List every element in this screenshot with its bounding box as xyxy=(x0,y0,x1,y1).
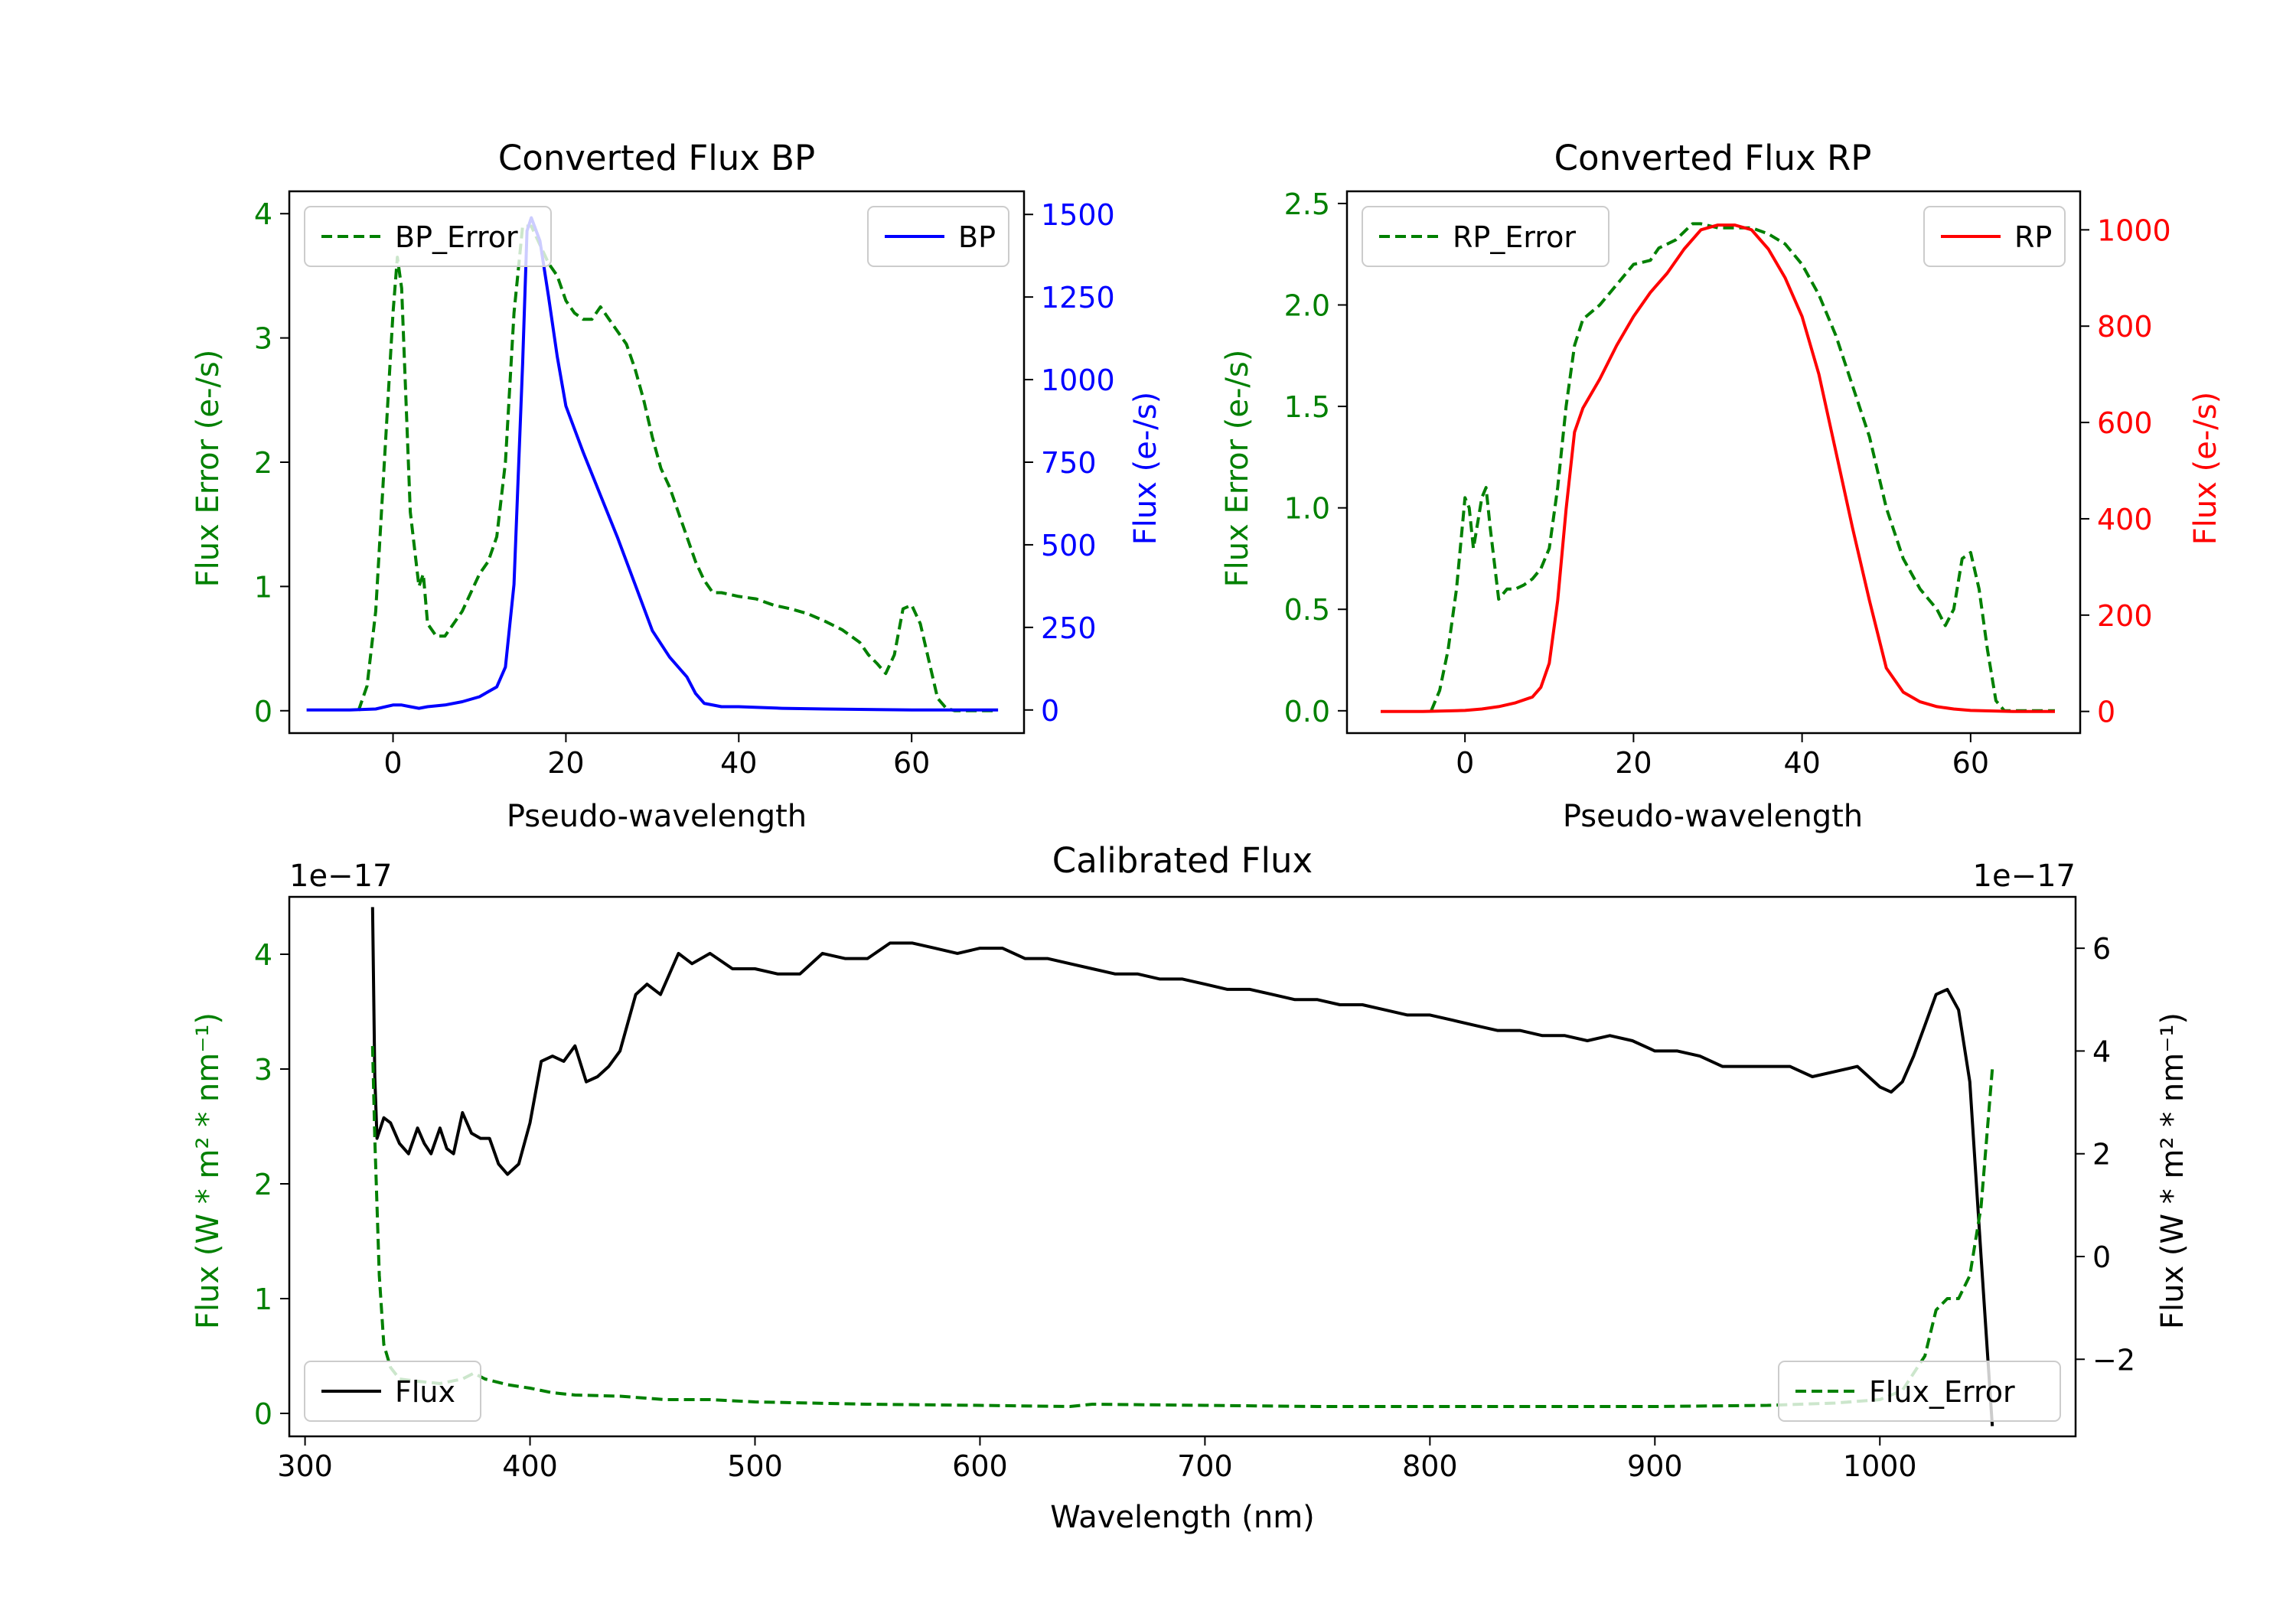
calibrated-right-ylabel: Flux (W * m² * nm⁻¹) xyxy=(2155,1012,2190,1329)
legend-box xyxy=(304,206,552,267)
legend-box xyxy=(304,1361,481,1422)
calibrated-left-y-tick-label: 3 xyxy=(254,1053,272,1087)
calibrated-x-tick-label: 700 xyxy=(1177,1449,1233,1483)
rp-series-rp-error-line xyxy=(1430,222,2055,712)
calibrated-right-y-tick-label: 6 xyxy=(2092,932,2111,966)
rp-left-y-tick-label: 0.0 xyxy=(1284,695,1330,729)
rp-legend-rp-error: RP_Error xyxy=(1362,206,1609,267)
calibrated-x-tick-label: 800 xyxy=(1402,1449,1458,1483)
bp-x-tick-label: 40 xyxy=(720,746,757,780)
bp-panel: Converted Flux BP Pseudo-wavelength Flux… xyxy=(191,138,1163,834)
rp-series-rp-line xyxy=(1381,223,2055,713)
calibrated-x-tick-label: 400 xyxy=(502,1449,558,1483)
calibrated-x-tick-label: 900 xyxy=(1627,1449,1683,1483)
legend-label: BP xyxy=(958,220,996,254)
rp-left-y-tick-label: 1.0 xyxy=(1284,492,1330,526)
bp-left-y-tick-label: 0 xyxy=(254,695,272,729)
rp-panel: Converted Flux RP Pseudo-wavelength Flux… xyxy=(1220,138,2223,834)
legend-label: Flux_Error xyxy=(1869,1375,2015,1409)
rp-left-ylabel: Flux Error (e-/s) xyxy=(1220,350,1255,588)
calibrated-left-y-tick-label: 0 xyxy=(254,1397,272,1431)
rp-right-y-tick-label: 600 xyxy=(2097,406,2153,440)
rp-plot-frame xyxy=(1345,190,2082,735)
rp-xlabel: Pseudo-wavelength xyxy=(1563,799,1863,834)
legend-label: RP_Error xyxy=(1453,220,1576,254)
rp-right-y-tick-label: 1000 xyxy=(2097,214,2171,247)
calibrated-left-y-tick-label: 4 xyxy=(254,938,272,972)
bp-x-tick-label: 20 xyxy=(547,746,584,780)
bp-left-y-tick-label: 3 xyxy=(254,322,272,356)
rp-left-y-tick-label: 1.5 xyxy=(1284,390,1330,424)
rp-title: Converted Flux RP xyxy=(1554,138,1872,178)
legend-box xyxy=(1778,1361,2061,1422)
rp-left-y-tick-label: 0.5 xyxy=(1284,593,1330,627)
rp-right-y-tick-label: 200 xyxy=(2097,599,2153,633)
bp-right-y-tick-label: 0 xyxy=(1041,694,1059,728)
calibrated-x-tick-label: 300 xyxy=(277,1449,333,1483)
rp-legend-rp: RP xyxy=(1923,206,2066,267)
bp-right-y-tick-label: 1500 xyxy=(1041,198,1115,232)
rp-x-tick-label: 40 xyxy=(1783,746,1820,780)
rp-x-tick-label: 20 xyxy=(1615,746,1652,780)
calibrated-x-tick-label: 500 xyxy=(727,1449,783,1483)
calibrated-left-y-tick-label: 1 xyxy=(254,1283,272,1316)
rp-x-tick-label: 0 xyxy=(1456,746,1474,780)
calibrated-right-y-tick-label: 2 xyxy=(2092,1138,2111,1172)
bp-left-y-tick-label: 4 xyxy=(254,197,272,231)
bp-legend-bp: BP xyxy=(867,206,1009,267)
bp-right-y-tick-label: 1250 xyxy=(1041,281,1115,315)
legend-label: BP_Error xyxy=(395,220,518,254)
legend-label: Flux xyxy=(395,1375,455,1409)
calibrated-legend-flux-error: Flux_Error xyxy=(1778,1361,2061,1422)
calibrated-xlabel: Wavelength (nm) xyxy=(1050,1500,1315,1535)
rp-right-y-tick-label: 0 xyxy=(2097,696,2115,729)
calibrated-right-y-tick-label: −2 xyxy=(2092,1343,2135,1377)
calibrated-x-tick-label: 1000 xyxy=(1843,1449,1917,1483)
bp-series-bp-line xyxy=(306,216,999,712)
rp-right-y-tick-label: 800 xyxy=(2097,310,2153,344)
rp-right-y-tick-label: 400 xyxy=(2097,503,2153,536)
rp-left-y-tick-label: 2.5 xyxy=(1284,187,1330,221)
legend-box xyxy=(1362,206,1609,267)
rp-left-y-tick-label: 2.0 xyxy=(1284,288,1330,322)
calibrated-left-ylabel: Flux (W * m² * nm⁻¹) xyxy=(191,1012,226,1329)
bp-right-y-tick-label: 500 xyxy=(1041,529,1097,562)
bp-x-tick-label: 0 xyxy=(383,746,402,780)
calibrated-left-y-tick-label: 2 xyxy=(254,1168,272,1201)
calibrated-panel: Calibrated Flux Wavelength (nm) 1e−17 1e… xyxy=(191,840,2190,1535)
calibrated-plot-frame xyxy=(288,895,2077,1438)
bp-title: Converted Flux BP xyxy=(498,138,815,178)
bp-right-y-tick-label: 1000 xyxy=(1041,363,1115,397)
bp-xlabel: Pseudo-wavelength xyxy=(507,799,807,834)
calibrated-right-y-tick-label: 0 xyxy=(2092,1240,2111,1274)
calibrated-left-offset: 1e−17 xyxy=(289,859,392,894)
bp-left-ylabel: Flux Error (e-/s) xyxy=(191,350,226,588)
bp-left-y-tick-label: 2 xyxy=(254,446,272,480)
bp-legend-bp-error: BP_Error xyxy=(304,206,552,267)
calibrated-right-y-tick-label: 4 xyxy=(2092,1035,2111,1068)
calibrated-series-flux-line xyxy=(370,907,1994,1426)
bp-x-tick-label: 60 xyxy=(893,746,930,780)
bp-series-bp-error-line xyxy=(357,224,999,712)
bp-right-y-tick-label: 750 xyxy=(1041,446,1097,480)
bp-right-ylabel: Flux (e-/s) xyxy=(1128,392,1163,545)
legend-label: RP xyxy=(2014,220,2052,254)
calibrated-title: Calibrated Flux xyxy=(1052,840,1313,881)
calibrated-legend-flux: Flux xyxy=(304,1361,481,1422)
rp-right-ylabel: Flux (e-/s) xyxy=(2188,392,2223,545)
bp-right-y-tick-label: 250 xyxy=(1041,611,1097,645)
calibrated-right-offset: 1e−17 xyxy=(1973,859,2076,894)
rp-x-tick-label: 60 xyxy=(1952,746,1989,780)
calibrated-x-tick-label: 600 xyxy=(952,1449,1008,1483)
bp-left-y-tick-label: 1 xyxy=(254,570,272,604)
